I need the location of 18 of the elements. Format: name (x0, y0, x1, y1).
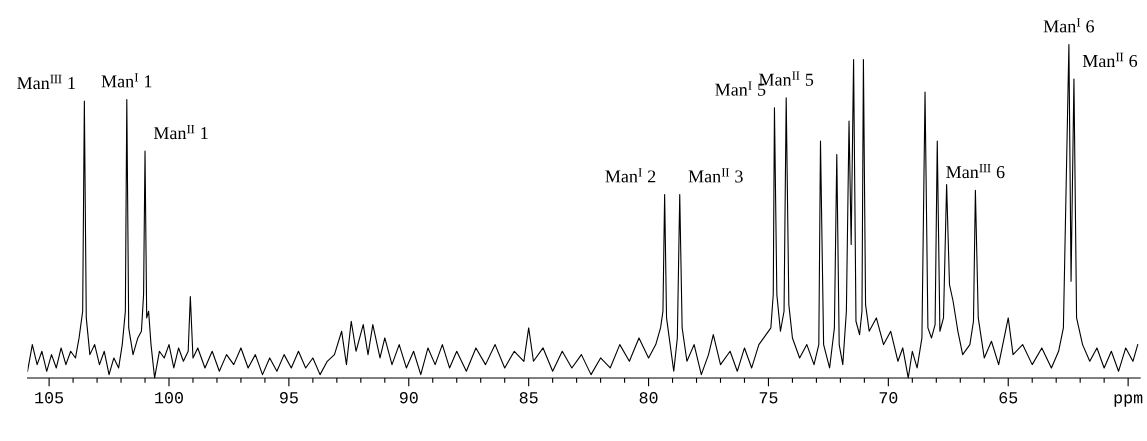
x-tick-label: 100 (155, 392, 183, 404)
x-tick-label: 65 (999, 392, 1018, 404)
annotation: Man$^{III}$ 1 (17, 74, 75, 90)
annotation: Man$^{II}$ 3 (688, 168, 743, 183)
x-tick-label: 85 (519, 392, 538, 404)
x-tick-label: ppm (1114, 394, 1143, 407)
annotation: Man$^{I}$ 1 (101, 73, 152, 88)
annotation: Man$^{III}$ 6 (946, 163, 1005, 179)
x-tick-label: 95 (280, 392, 298, 404)
annotation: Man$^{II}$ 6 (1082, 52, 1138, 68)
annotation: Man$^{I}$ 6 (1043, 18, 1095, 33)
x-tick-label: 80 (639, 392, 658, 404)
x-tick-label: 105 (35, 392, 64, 404)
x-tick-label: 90 (399, 392, 418, 404)
x-tick-label: 75 (759, 392, 778, 404)
annotation: Man$^{I}$ 2 (605, 168, 656, 183)
annotation: Man$^{II}$ 1 (153, 124, 208, 140)
x-tick-label: 70 (879, 392, 898, 404)
